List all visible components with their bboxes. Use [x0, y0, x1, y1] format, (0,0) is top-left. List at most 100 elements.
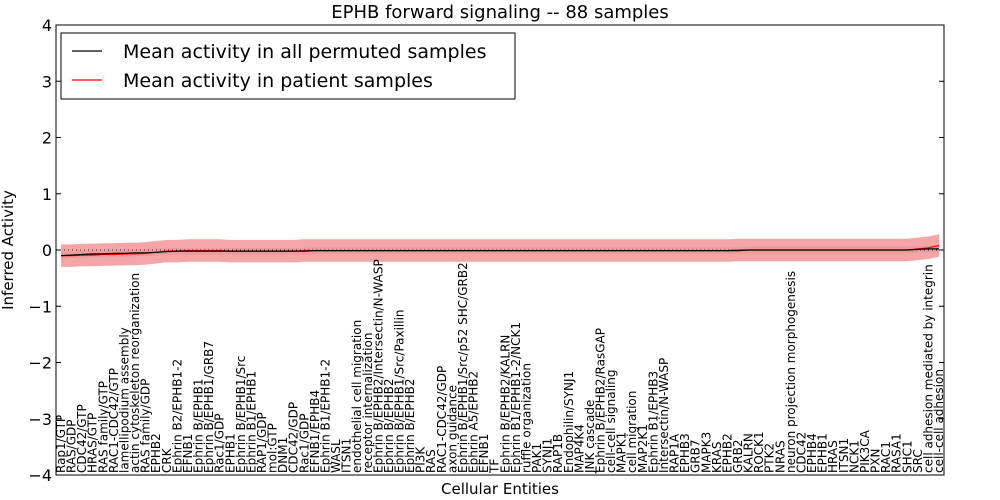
x-tick-label: mol:GTP [266, 423, 280, 473]
series-lines [60, 244, 940, 257]
x-tick-label: CRK [160, 447, 174, 473]
x-tick-label: Rap1/GTP [54, 415, 68, 473]
x-tick-label: Ephrin B/EPHB1/Src/p52 SHC/GRB2 [456, 262, 470, 473]
x-tick-label: Intersectin/N-WASP [657, 358, 671, 473]
y-tick-label: −4 [28, 466, 52, 485]
x-tick-label: JNK cascade [583, 400, 597, 474]
x-tick-label: ITSN1 [340, 438, 354, 473]
x-tick-label: WASL [329, 439, 343, 473]
x-tick-label: Ephrin B/EPHB1 [192, 379, 206, 473]
x-tick-label: Rac1/GDP [213, 414, 227, 473]
y-tick-label: 3 [42, 72, 52, 91]
x-tick-label: Ephrin B/EPHB2/Intersectin/N-WASP [371, 259, 385, 473]
x-tick-label: Ephrin B1/EPHB3 [646, 371, 660, 473]
x-tick-label: RAC1-CDC42/GTP [107, 368, 121, 473]
x-tick-label: PTK2 [763, 443, 777, 473]
x-tick-label: lamellipodium assembly [118, 327, 132, 473]
x-tick-label: RASA1 [890, 433, 904, 473]
x-tick-label: Ephrin B2/EPHB1-2 [170, 359, 184, 473]
legend-box [60, 32, 516, 100]
x-tick-label: RAS [424, 449, 438, 473]
x-tick-label: EPHB3 [678, 433, 692, 473]
x-tick-label: MAP2K1 [636, 424, 650, 473]
x-tick-label: NCK1 [847, 440, 861, 473]
plot-frame [55, 24, 945, 476]
x-tick-label: RAC1-CDC42/GDP [435, 366, 449, 473]
y-tick-label: −3 [28, 410, 52, 429]
x-tick-label: MAPK3 [699, 432, 713, 473]
x-tick-label: RAP1B [551, 434, 565, 473]
y-tick-label: 0 [42, 241, 52, 260]
series-line-mean-activity-in-all-permuted-samples [60, 248, 939, 257]
x-tick-label: Ephrin B/EPHB2/KALRN [498, 335, 512, 473]
x-tick-label: CDC42 [795, 432, 809, 473]
x-tick-label: NRAS [773, 440, 787, 473]
x-tick-label: Endophilin/SYNJ1 [562, 371, 576, 473]
x-tick-label: KALRN [742, 433, 756, 473]
x-tick-label: PXN [869, 449, 883, 473]
y-tick-label: 4 [42, 16, 52, 35]
x-tick-label: HRAS [826, 440, 840, 473]
x-tick-label: EPHB2 [720, 433, 734, 473]
x-tick-label: cell-cell signaling [604, 370, 618, 474]
x-tick-label: EPHB1 [223, 433, 237, 473]
x-tick-label: Ephrin B1/EPHB1 [244, 371, 258, 473]
x-tick-label: CDC42/GTP [75, 404, 89, 473]
y-axis-label: Inferred Activity [0, 190, 17, 310]
y-axis: −4 −3 −2 −1 0 1 2 3 4 [28, 16, 944, 485]
x-tick-label: EFNB1 [477, 434, 491, 473]
x-tick-label: cell migration [625, 391, 639, 473]
x-tick-label: CDC42/GDP [287, 402, 301, 473]
x-tick-label: PI3K [414, 446, 428, 473]
x-tick-label: EFNB1/EPHB4 [308, 390, 322, 473]
x-tick-label: EFNB1 [181, 434, 195, 473]
x-tick-label: PIK3CA [858, 429, 872, 473]
x-tick-label: EPHB1 [816, 433, 830, 473]
legend: Mean activity in all permuted samples Me… [60, 32, 516, 100]
x-tick-label: GRB7 [689, 439, 703, 473]
x-tick-label: ROCK1 [752, 431, 766, 473]
x-tick-label: Ephrin B/EPHB2 [403, 379, 417, 473]
x-tick-label: Ephrin B/EPHB1/Src/Paxillin [393, 309, 407, 473]
y-tick-label: 1 [42, 185, 52, 204]
chart-title: EPHB forward signaling -- 88 samples [331, 2, 669, 23]
x-tick-label: axon guidance [445, 385, 459, 473]
x-tick-label: receptor internalization [361, 333, 375, 473]
y-tick-label: 2 [42, 129, 52, 148]
x-tick-label: TF [488, 459, 502, 474]
x-tick-label: Ephrin B1/EPHB1-2 [319, 359, 333, 473]
x-tick-label: DNM1 [276, 437, 290, 473]
x-tick-label: neuron projection morphogenesis [784, 271, 798, 473]
x-tick-label: EPHB2 [149, 433, 163, 473]
x-tick-label: GRB2 [731, 439, 745, 473]
x-tick-label: cell-cell adhesion [932, 369, 946, 473]
x-tick-label: SYNJ1 [541, 438, 555, 473]
x-tick-label: Rac1/GDP [297, 414, 311, 473]
x-tick-label: PAK1 [530, 443, 544, 473]
x-tick-label: RAS family/GTP [96, 381, 110, 473]
x-tick-label: RAC1 [879, 441, 893, 473]
x-tick-label: SRC [911, 449, 925, 473]
x-tick-label: endothelial cell migration [350, 320, 364, 473]
x-tick-label: MAP4K4 [572, 424, 586, 473]
x-tick-label: MAPK1 [615, 432, 629, 473]
x-tick-label: Ephrin B/EPHB2 [382, 379, 396, 473]
legend-label-patient: Mean activity in patient samples [123, 70, 433, 92]
x-tick-label: Ephrin B/EPHB1/GRB7 [202, 341, 216, 473]
x-tick-label: actin cytoskeleton reorganization [128, 273, 142, 473]
x-tick-label: ruffle organization [519, 363, 533, 473]
x-tick-label: RAP1A [668, 433, 682, 473]
x-tick-label: Ephrin B/EPHB1/Src [234, 356, 248, 473]
x-tick-label: RAS/GDP [65, 420, 79, 474]
x-axis-label: Cellular Entities [441, 480, 559, 498]
x-tick-label: HRAS/GTP [86, 413, 100, 473]
x-tick-label: RAP1/GDP [255, 412, 269, 473]
y-tick-label: −1 [28, 297, 52, 316]
x-tick-label: cell adhesion mediated by integrin [921, 264, 935, 473]
legend-label-permuted: Mean activity in all permuted samples [123, 41, 486, 63]
x-tick-label: ITSN1 [837, 438, 851, 473]
x-tick-label: Ephrin B/EPHB2/RasGAP [594, 328, 608, 473]
x-tick-label: Ephrin B1/EPHB1-2/NCK1 [509, 322, 523, 473]
